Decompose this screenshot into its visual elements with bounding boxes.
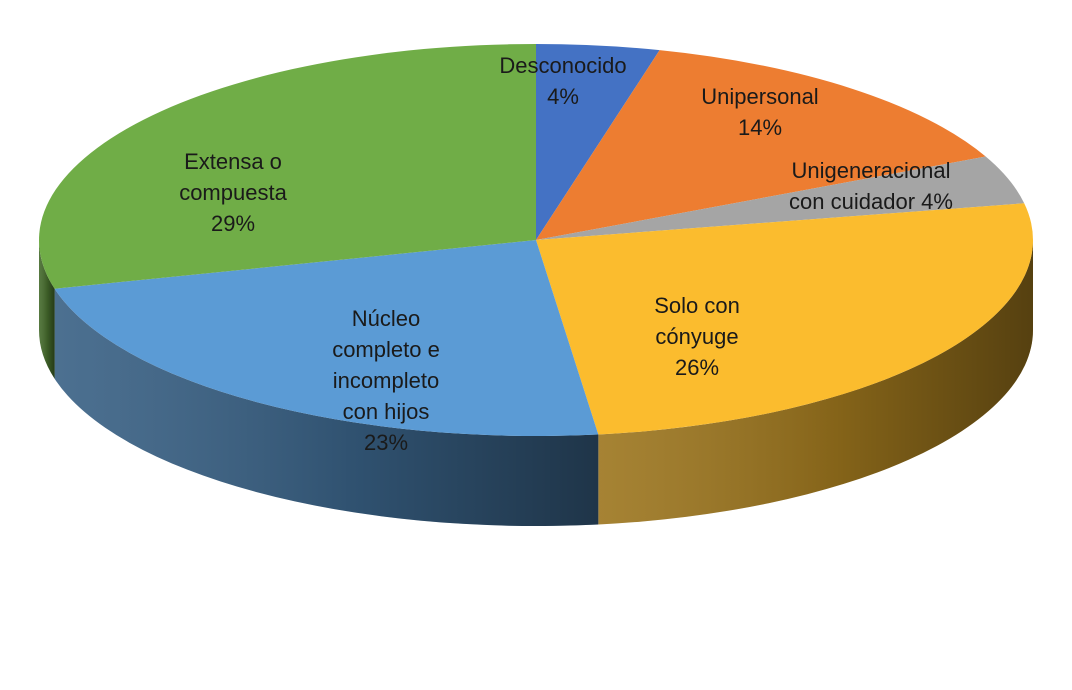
slice-side-shade-extensa-o-compuesta: [39, 240, 55, 379]
slice-label-extensa-o-compuesta: Extensa o compuesta 29%: [179, 149, 287, 236]
slice-desconocido: [536, 44, 660, 240]
slice-extensa-o-compuesta: [38, 44, 537, 289]
slice-unigeneracional-con-cuidador: [536, 156, 1025, 240]
slice-label-desconocido: Desconocido 4%: [499, 53, 626, 109]
pie-sides: [39, 240, 1033, 526]
slice-label-nucleo-completo-e-incompleto-con-hijos: Núcleo completo e incompleto con hijos 23%: [332, 306, 440, 455]
slice-solo-con-conyuge: [536, 203, 1033, 435]
slice-nucleo-completo-e-incompleto-con-hijos: [54, 240, 599, 436]
slice-label-unipersonal: Unipersonal 14%: [701, 84, 818, 140]
pie-labels: Desconocido 4% Unipersonal 14% Unigeneracion…: [179, 53, 953, 455]
slice-unipersonal: [536, 50, 986, 240]
slice-side-shade-solo-con-conyuge: [598, 240, 1033, 525]
pie-tops: [38, 44, 1033, 436]
slice-side-shade-nucleo-completo-e-incompleto-con-hijos: [54, 288, 599, 526]
slice-label-solo-con-conyuge: Solo con cónyuge 26%: [654, 293, 740, 380]
slice-label-unigeneracional-con-cuidador: Unigeneracional con cuidador 4%: [789, 158, 953, 214]
